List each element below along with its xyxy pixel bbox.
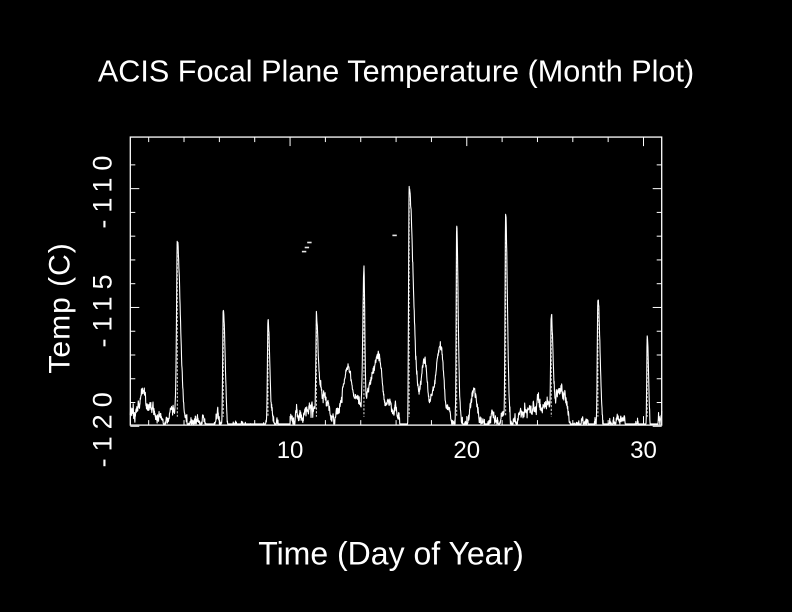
svg-text:-120: -120 (87, 385, 117, 467)
svg-text:20: 20 (453, 437, 480, 464)
svg-text:-115: -115 (87, 267, 117, 347)
svg-text:Temp (C): Temp (C) (44, 242, 77, 373)
svg-text:Time (Day of Year): Time (Day of Year) (258, 536, 524, 572)
svg-text:ACIS Focal Plane Temperature (: ACIS Focal Plane Temperature (Month Plot… (98, 55, 694, 89)
svg-text:-110: -110 (87, 149, 117, 229)
svg-text:10: 10 (277, 437, 304, 464)
svg-text:30: 30 (630, 437, 657, 464)
